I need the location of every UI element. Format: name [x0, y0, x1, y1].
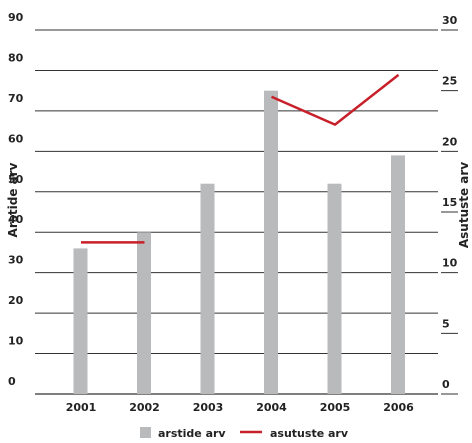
legend-label-bar: arstide arv	[158, 427, 226, 440]
right-tick-label: 30	[442, 14, 458, 27]
x-tick-label: 2006	[383, 401, 414, 414]
right-tick-label: 0	[442, 378, 450, 391]
x-axis-ticks: 2001 2002 2003 2004 2005 2006	[66, 401, 414, 414]
left-axis-title: Arstide arv	[6, 162, 20, 237]
x-tick-label: 2004	[256, 401, 287, 414]
bar	[391, 155, 405, 394]
left-tick-label: 50	[8, 173, 24, 186]
left-tick-label: 10	[8, 335, 24, 348]
left-tick-label: 70	[8, 92, 24, 105]
bar	[264, 90, 278, 395]
right-tick-label: 10	[442, 257, 458, 270]
x-tick-label: 2002	[129, 401, 160, 414]
left-tick-label: 40	[8, 213, 24, 226]
legend-swatch-bar	[140, 427, 151, 438]
left-axis-ticks: 0 10 20 30 40 50 60 70 80 90	[8, 11, 24, 388]
left-tick-label: 90	[8, 11, 24, 24]
legend: arstide arv asutuste arv	[140, 427, 349, 440]
x-tick-label: 2005	[320, 401, 351, 414]
bar	[200, 183, 215, 394]
line-path	[270, 73, 400, 126]
x-tick-label: 2001	[66, 401, 97, 414]
left-tick-label: 80	[8, 51, 24, 64]
left-tick-label: 0	[8, 375, 16, 388]
x-tick-label: 2003	[193, 401, 224, 414]
left-tick-label: 20	[8, 294, 24, 307]
grid-lines	[35, 29, 438, 395]
right-axis-ticks: 0 5 10 15 20 25 30	[441, 14, 458, 395]
left-tick-label: 30	[8, 254, 24, 267]
line-series	[81, 73, 400, 244]
right-tick-label: 5	[442, 317, 450, 330]
legend-label-line: asutuste arv	[270, 427, 349, 440]
right-axis-title: Asutuste arv	[457, 162, 471, 248]
bar	[137, 232, 151, 394]
bar-series	[73, 90, 405, 395]
bar	[327, 183, 342, 394]
right-tick-label: 20	[442, 135, 458, 148]
right-tick-label: 15	[442, 196, 457, 209]
left-tick-label: 60	[8, 132, 24, 145]
bar	[73, 248, 88, 394]
right-tick-label: 25	[442, 75, 457, 88]
